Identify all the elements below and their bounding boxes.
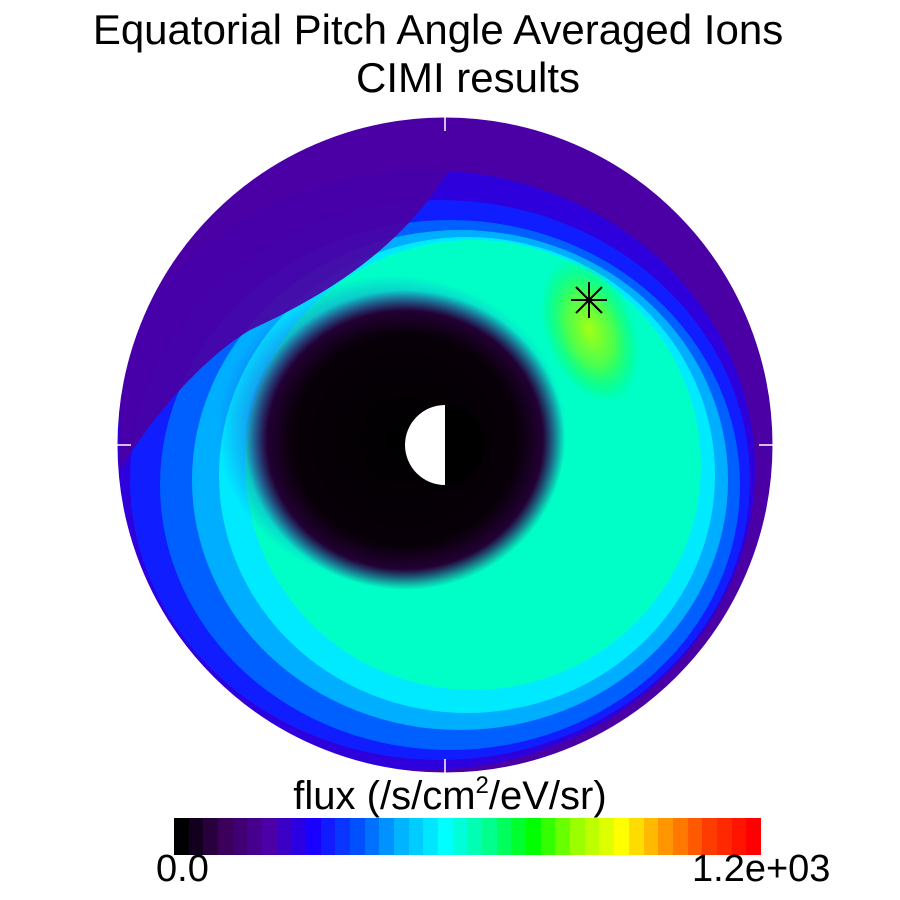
colorbar-swatch: [599, 818, 615, 855]
colorbar-max-label: 1.2e+03: [692, 848, 831, 890]
colorbar-swatch: [555, 818, 571, 855]
colorbar-swatch: [247, 818, 263, 855]
colorbar: [174, 818, 761, 855]
colorbar-swatch: [658, 818, 673, 855]
colorbar-swatch: [438, 818, 453, 855]
colorbar-swatch: [746, 818, 761, 855]
colorbar-swatch: [540, 818, 556, 855]
colorbar-swatch: [320, 818, 336, 855]
colorbar-swatch: [526, 818, 541, 855]
colorbar-swatch: [423, 818, 439, 855]
colorbar-swatch: [731, 818, 747, 855]
low-flux-core: [245, 290, 565, 590]
colorbar-swatch: [687, 818, 703, 855]
colorbar-swatch: [467, 818, 483, 855]
colorbar-swatch: [291, 818, 307, 855]
colorbar-swatch: [511, 818, 527, 855]
colorbar-swatch: [203, 818, 219, 855]
chart-title: Equatorial Pitch Angle Averaged Ions: [92, 6, 784, 53]
colorbar-swatch: [350, 818, 365, 855]
colorbar-swatch: [702, 818, 717, 855]
colorbar-swatch: [364, 818, 380, 855]
colorbar-swatch: [614, 818, 629, 855]
peak-flux-region: [540, 257, 640, 403]
colorbar-swatch: [306, 818, 321, 855]
earth-symbol: [405, 405, 485, 485]
colorbar-swatch: [335, 818, 351, 855]
colorbar-swatch: [408, 818, 424, 855]
earth-nightside: [445, 405, 485, 485]
colorbar-swatch: [379, 818, 395, 855]
colorbar-swatch: [262, 818, 277, 855]
colorbar-swatch: [496, 818, 512, 855]
colorbar-min-label: 0.0: [156, 848, 209, 890]
colorbar-swatch: [276, 818, 292, 855]
colorbar-swatch: [628, 818, 644, 855]
colorbar-swatch: [482, 818, 497, 855]
chart-subtitle: CIMI results: [355, 54, 581, 101]
colorbar-swatch: [570, 818, 585, 855]
colorbar-label: flux (/s/cm2/eV/sr): [293, 772, 607, 818]
colorbar-swatch: [643, 818, 659, 855]
earth-dayside: [405, 405, 445, 485]
colorbar-swatch: [672, 818, 688, 855]
colorbar-swatch: [174, 818, 189, 855]
axis-ticks: [117, 117, 773, 773]
colorbar-swatch: [452, 818, 468, 855]
colorbar-swatch: [232, 818, 248, 855]
colorbar-swatch: [188, 818, 204, 855]
colorbar-swatch: [394, 818, 409, 855]
colorbar-swatch: [716, 818, 732, 855]
colorbar-swatch: [218, 818, 233, 855]
asterisk-marker: [571, 282, 607, 318]
colorbar-swatch: [584, 818, 600, 855]
